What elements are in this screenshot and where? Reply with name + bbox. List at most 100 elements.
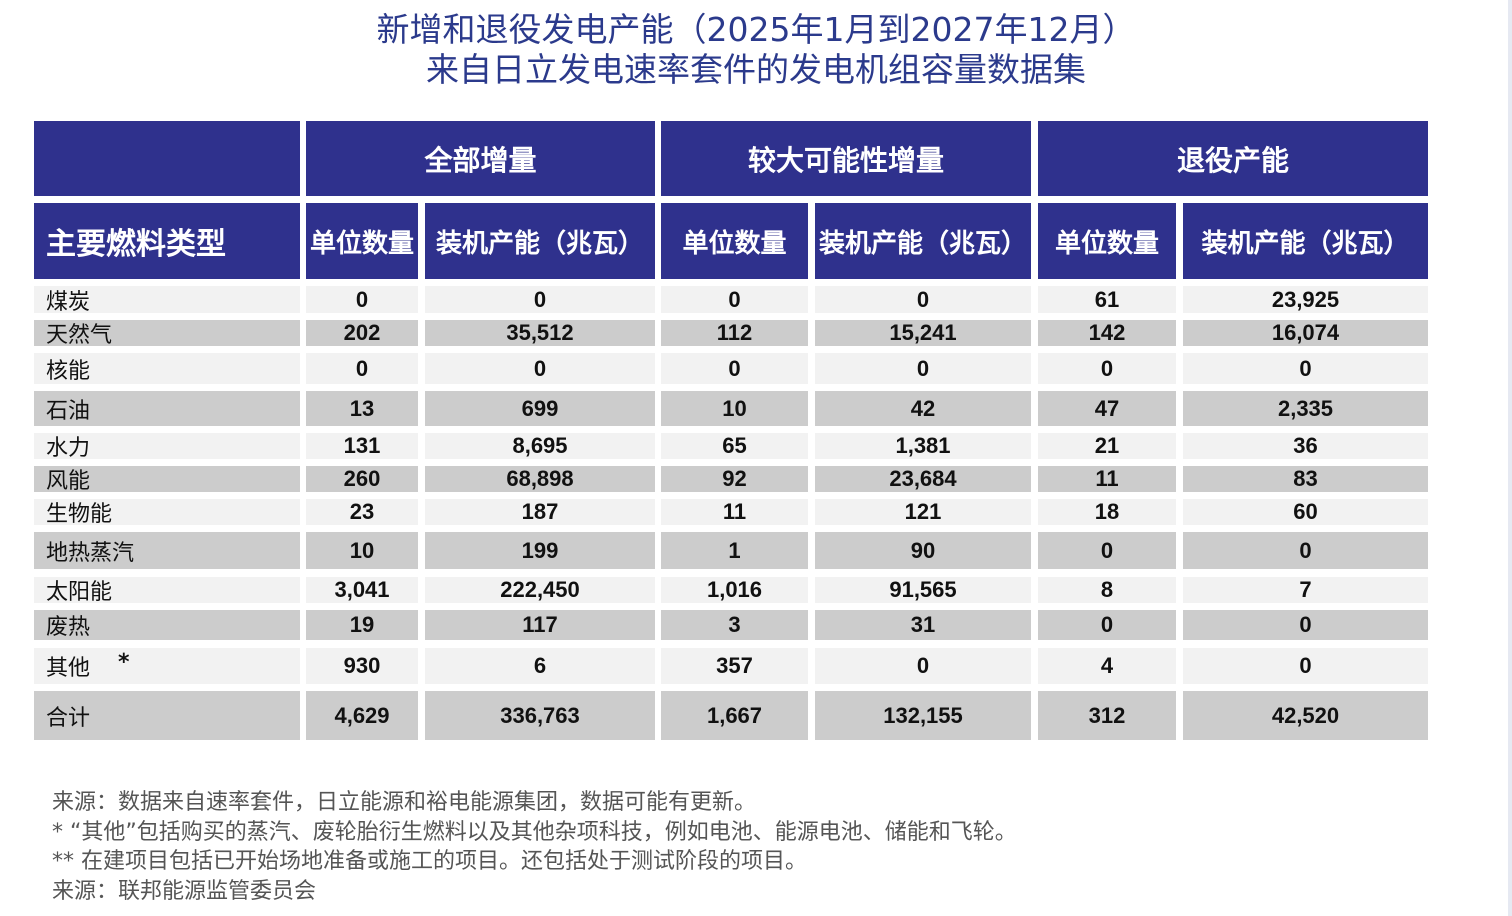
table-cell: 0 <box>306 353 418 384</box>
table-cell: 15,241 <box>815 320 1031 346</box>
row-label: 风能 <box>34 466 300 494</box>
table-cell: 11 <box>661 499 808 525</box>
footnotes: 来源：数据来自速率套件，日立能源和裕电能源集团，数据可能有更新。 * “其他”包… <box>52 788 1017 906</box>
table-cell: 0 <box>661 286 808 313</box>
title-line-2: 来自日立发电速率套件的发电机组容量数据集 <box>426 50 1086 89</box>
table-cell: 0 <box>661 353 808 384</box>
table-cell: 202 <box>306 320 418 346</box>
row-label: 地热蒸汽 <box>34 532 300 569</box>
table-cell: 0 <box>1038 353 1176 384</box>
table-cell: 35,512 <box>425 320 655 346</box>
column-header: 装机产能（兆瓦） <box>425 203 655 279</box>
table-cell: 0 <box>1038 610 1176 640</box>
row-label: 太阳能 <box>34 577 300 605</box>
row-label: 水力 <box>34 433 300 461</box>
table-cell: 3 <box>661 610 808 640</box>
table-cell: 7 <box>1183 577 1428 603</box>
row-label: 生物能 <box>34 499 300 527</box>
fuel-type-label: 风能 <box>46 469 91 494</box>
column-header: 单位数量 <box>661 203 808 279</box>
title-line-1: 新增和退役发电产能（2025年1月到2027年12月） <box>376 10 1136 49</box>
fuel-type-label: 其他 <box>46 656 91 681</box>
table-cell: 42,520 <box>1183 691 1428 740</box>
table-cell: 1 <box>661 532 808 569</box>
row-label: 废热 <box>34 610 300 640</box>
row-label: 煤炭 <box>34 286 300 315</box>
table-cell: 4,629 <box>306 691 418 740</box>
fuel-type-label: 废热 <box>46 615 91 640</box>
fuel-type-label: 地热蒸汽 <box>46 540 135 566</box>
table-cell: 19 <box>306 610 418 640</box>
table-cell: 10 <box>661 391 808 426</box>
table-cell: 21 <box>1038 433 1176 459</box>
table-cell: 0 <box>815 353 1031 384</box>
table-cell: 336,763 <box>425 691 655 740</box>
column-header: 单位数量 <box>1038 203 1176 279</box>
table-cell: 0 <box>306 286 418 313</box>
table-cell: 91,565 <box>815 577 1031 603</box>
fuel-type-header: 主要燃料类型 <box>34 203 300 279</box>
table-cell: 90 <box>815 532 1031 569</box>
fuel-type-label: 水力 <box>46 436 91 461</box>
table-cell: 31 <box>815 610 1031 640</box>
table-cell: 0 <box>1183 648 1428 684</box>
table-cell: 1,016 <box>661 577 808 603</box>
fuel-type-label: 生物能 <box>46 502 113 527</box>
table-cell: 1,381 <box>815 433 1031 459</box>
table-cell: 13 <box>306 391 418 426</box>
table-cell: 312 <box>1038 691 1176 740</box>
note-source-ferc: 来源：联邦能源监管委员会 <box>52 878 317 904</box>
table-cell: 42 <box>815 391 1031 426</box>
fuel-type-label: 天然气 <box>46 323 113 348</box>
fuel-type-label: 合计 <box>46 705 91 731</box>
row-label: 天然气 <box>34 320 300 348</box>
fuel-type-label: 核能 <box>46 358 91 384</box>
table-cell: 260 <box>306 466 418 492</box>
table-cell: 0 <box>425 286 655 313</box>
table-cell: 132,155 <box>815 691 1031 740</box>
note-construction: ** 在建项目包括已开始场地准备或施工的项目。还包括处于测试阶段的项目。 <box>52 849 807 874</box>
table-cell: 117 <box>425 610 655 640</box>
row-label: 核能 <box>34 353 300 384</box>
table-cell: 0 <box>815 648 1031 684</box>
column-header: 装机产能（兆瓦） <box>1183 203 1428 279</box>
table-cell: 6 <box>425 648 655 684</box>
right-edge-divider <box>1508 0 1512 916</box>
table-cell: 83 <box>1183 466 1428 492</box>
table-cell: 65 <box>661 433 808 459</box>
table-cell: 23,925 <box>1183 286 1428 313</box>
column-header: 装机产能（兆瓦） <box>815 203 1031 279</box>
table-cell: 142 <box>1038 320 1176 346</box>
table-cell: 930 <box>306 648 418 684</box>
table-cell: 199 <box>425 532 655 569</box>
table-cell: 0 <box>1183 532 1428 569</box>
table-cell: 699 <box>425 391 655 426</box>
table-cell: 1,667 <box>661 691 808 740</box>
footnote-marker: * <box>118 650 130 675</box>
row-label: 石油 <box>34 391 300 426</box>
table-cell: 2,335 <box>1183 391 1428 426</box>
table-cell: 18 <box>1038 499 1176 525</box>
table-cell: 8 <box>1038 577 1176 603</box>
fuel-type-label: 太阳能 <box>46 580 113 605</box>
table-cell: 61 <box>1038 286 1176 313</box>
group-header: 退役产能 <box>1038 121 1428 196</box>
table-cell: 16,074 <box>1183 320 1428 346</box>
fuel-type-label: 煤炭 <box>46 289 91 315</box>
group-header: 全部增量 <box>306 121 655 196</box>
row-label: 合计 <box>34 691 300 740</box>
table-cell: 0 <box>1038 532 1176 569</box>
table-cell: 23,684 <box>815 466 1031 492</box>
table-cell: 0 <box>1183 610 1428 640</box>
table-cell: 3,041 <box>306 577 418 603</box>
table-cell: 112 <box>661 320 808 346</box>
table-cell: 8,695 <box>425 433 655 459</box>
note-other: * “其他”包括购买的蒸汽、废轮胎衍生燃料以及其他杂项科技，例如电池、能源电池、… <box>52 819 1017 845</box>
column-header: 单位数量 <box>306 203 418 279</box>
table-cell: 36 <box>1183 433 1428 459</box>
row-label: 其他 * <box>34 648 300 684</box>
table-cell: 4 <box>1038 648 1176 684</box>
table-cell: 92 <box>661 466 808 492</box>
table-cell: 60 <box>1183 499 1428 525</box>
table-cell: 0 <box>1183 353 1428 384</box>
